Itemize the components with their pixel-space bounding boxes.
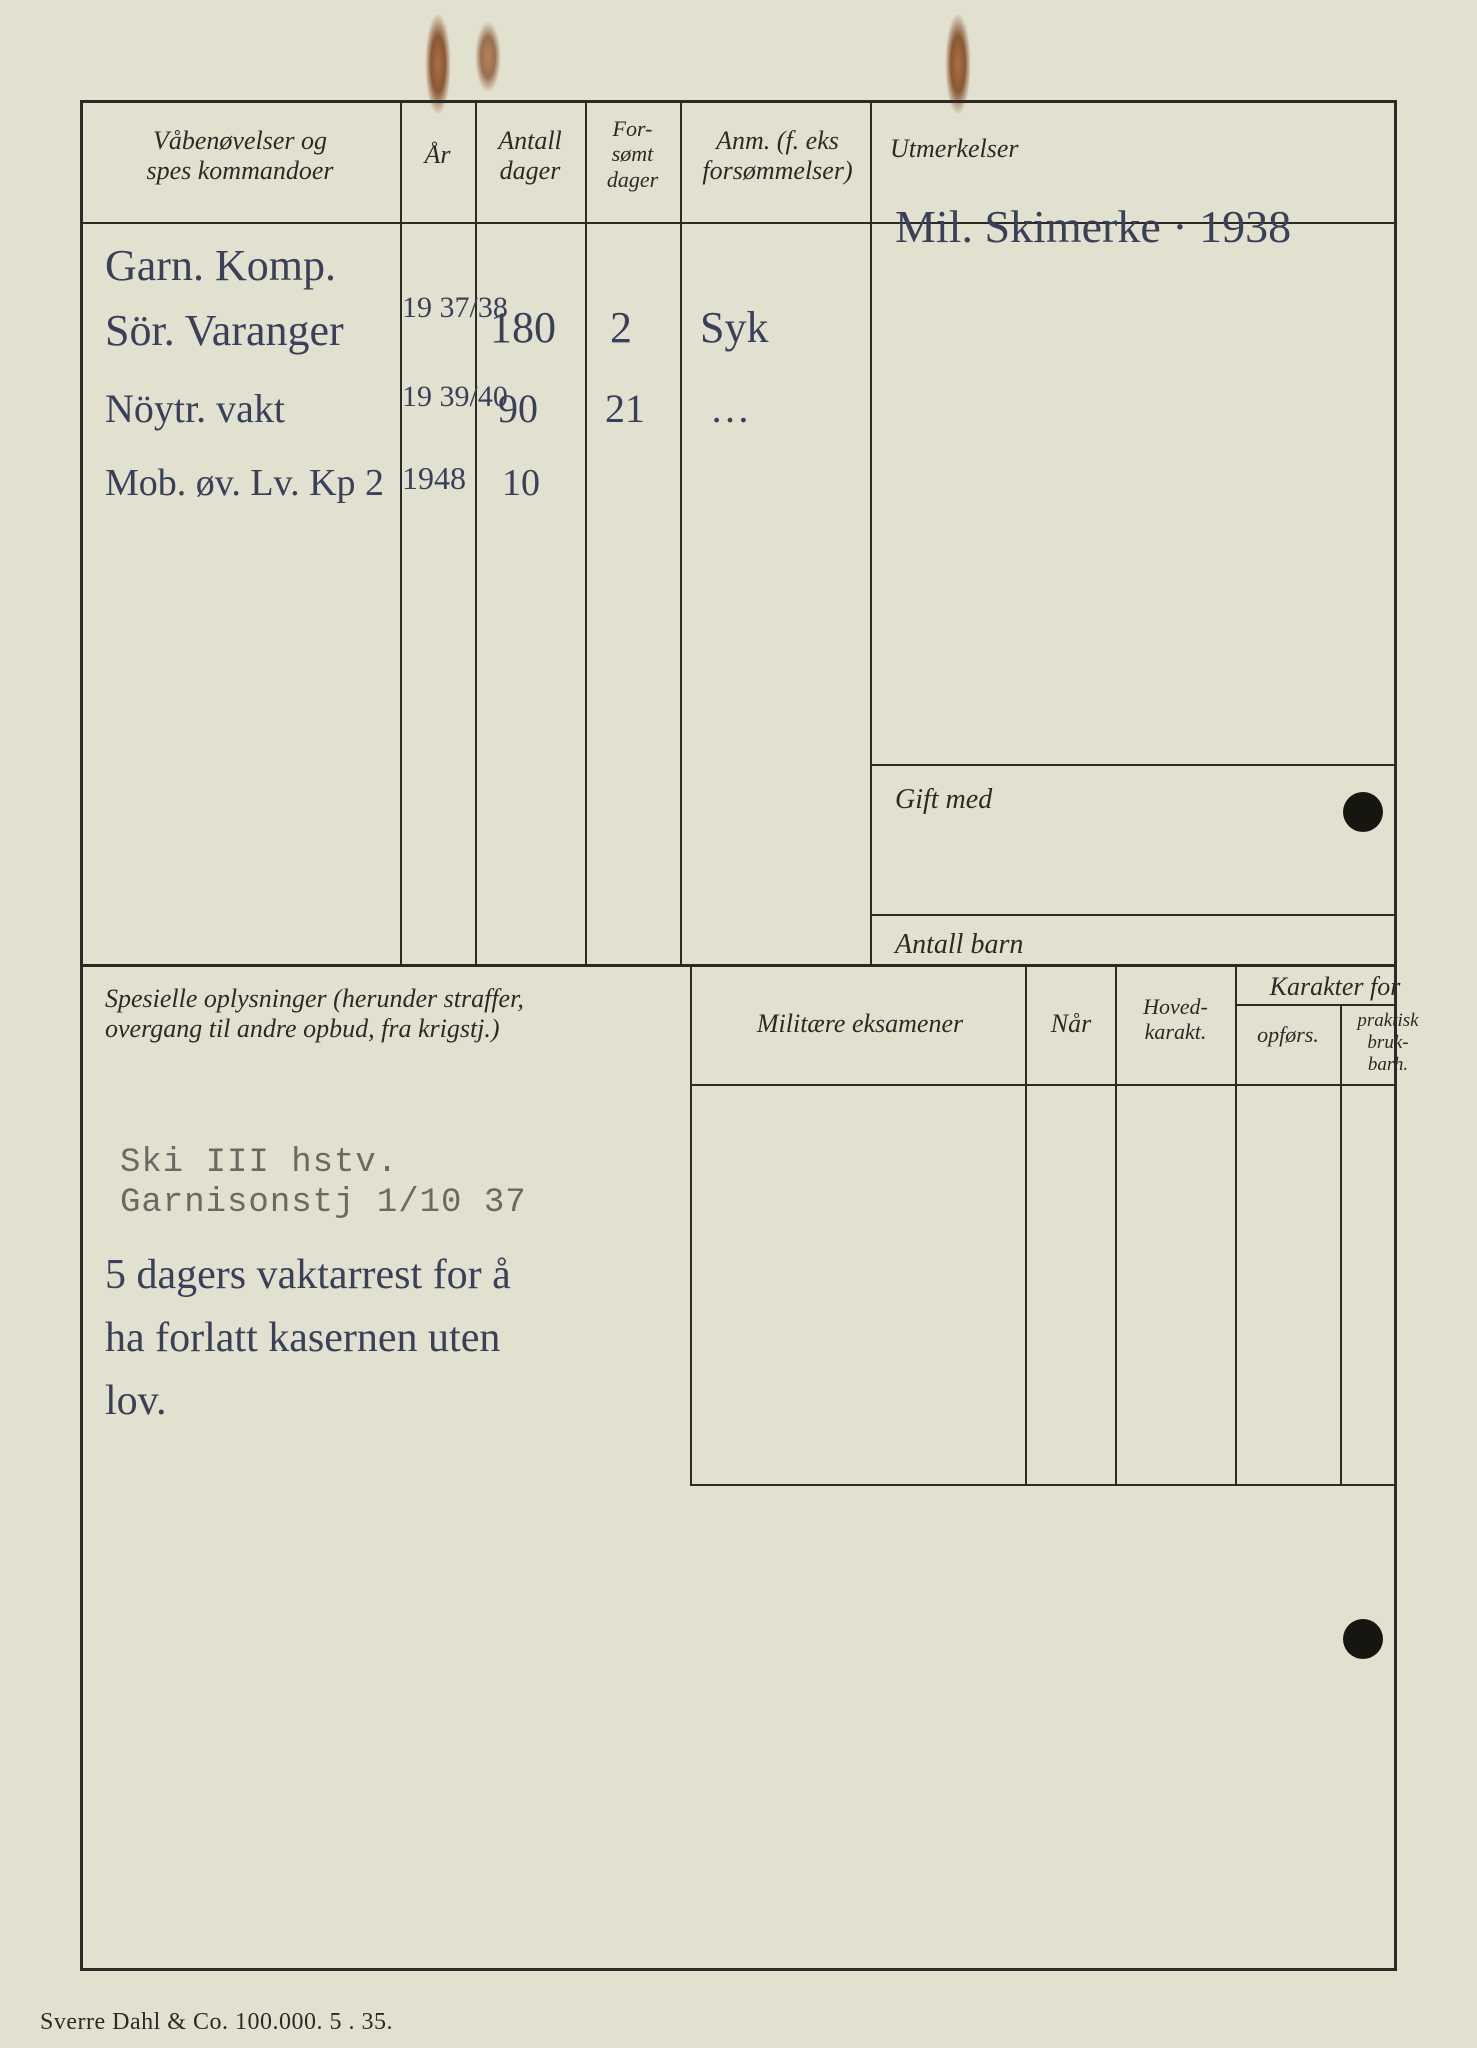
border [80, 1968, 1397, 1971]
cell-c1: Sör. Varanger [105, 309, 344, 353]
header-hovedkarakt: Hoved- karakt. [1118, 994, 1233, 1045]
utmerkelser-text: Mil. Skimerke · 1938 [895, 204, 1291, 250]
border [690, 1484, 1397, 1486]
label-antall-barn: Antall barn [895, 929, 1023, 961]
border [585, 100, 587, 965]
cell-c5: Syk [700, 306, 768, 350]
header-spesielle: Spesielle oplysninger (herunder straffer… [105, 984, 665, 1044]
border [1235, 964, 1237, 1484]
cell-c2: 19 39/40 [402, 382, 508, 412]
header-col3: Antall dager [475, 126, 585, 186]
printer-footer: Sverre Dahl & Co. 100.000. 5 . 35. [40, 2009, 393, 2036]
header-col5: Anm. (f. eks forsømmelser) [685, 126, 870, 186]
cell-c3: 10 [502, 464, 540, 502]
header-col6: Utmerkelser [890, 134, 1190, 164]
border [870, 100, 872, 965]
punch-hole [1343, 792, 1383, 832]
cell-c3: 180 [490, 306, 556, 350]
border [80, 100, 83, 1970]
stain-rust [945, 14, 970, 114]
header-col2: År [400, 140, 475, 170]
header-col1: Våbenøvelser og spes kommandoer [90, 126, 390, 186]
cell-c4: 21 [605, 389, 645, 429]
header-praktisk: praktisk bruk- barh. [1342, 1010, 1434, 1076]
header-col4: For- sømt dager [585, 116, 680, 192]
border [1235, 1004, 1397, 1006]
border [475, 100, 477, 965]
border [400, 100, 402, 965]
border [870, 914, 1397, 916]
punch-hole [1343, 1619, 1383, 1659]
border [1340, 1004, 1342, 1484]
cell-c5: … [710, 389, 750, 429]
cell-c1: Garn. Komp. [105, 244, 336, 288]
border [680, 100, 682, 965]
stamp-line: Ski III hstv. [120, 1144, 398, 1182]
cell-c2: 1948 [402, 462, 466, 494]
header-mil-eks: Militære eksamener [700, 1009, 1020, 1039]
header-opfors: opførs. [1238, 1022, 1338, 1047]
border [1025, 964, 1027, 1484]
border [690, 964, 692, 1484]
cell-c1: Mob. øv. Lv. Kp 2 [105, 464, 384, 502]
header-naar: Når [1030, 1009, 1112, 1039]
stain-rust [425, 14, 450, 114]
border [690, 1084, 1397, 1086]
header-karakter-for: Karakter for [1240, 972, 1430, 1002]
label-gift-med: Gift med [895, 784, 992, 816]
page: Våbenøvelser og spes kommandoer År Antal… [0, 0, 1477, 2048]
cell-c4: 2 [610, 306, 632, 350]
stamp-line: Garnisonstj 1/10 37 [120, 1184, 527, 1222]
cell-c3: 90 [498, 389, 538, 429]
border [1115, 964, 1117, 1484]
border [870, 764, 1397, 766]
stain-rust [475, 22, 500, 92]
form-card: Våbenøvelser og spes kommandoer År Antal… [50, 44, 1427, 1974]
hand-note: 5 dagers vaktarrest for å ha forlatt kas… [105, 1244, 665, 1433]
border [80, 100, 1397, 103]
border [80, 964, 1397, 967]
cell-c1: Nöytr. vakt [105, 389, 285, 429]
